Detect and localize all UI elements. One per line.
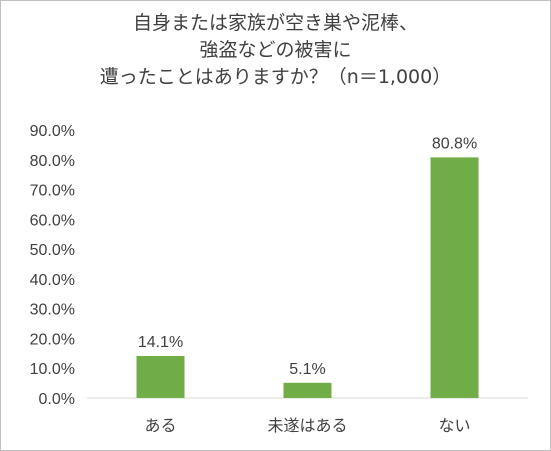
y-tick-label: 20.0% bbox=[30, 331, 75, 348]
chart-title-line-2: 強盗などの被害に bbox=[199, 39, 352, 61]
chart-title-line-3: 遭ったことはありますか？（n＝1,000） bbox=[99, 66, 452, 88]
y-tick-label: 50.0% bbox=[30, 242, 75, 259]
bar bbox=[430, 157, 479, 398]
y-tick-label: 90.0% bbox=[30, 123, 75, 140]
data-label: 14.1% bbox=[138, 334, 183, 351]
data-label: 5.1% bbox=[289, 361, 325, 378]
y-tick-label: 70.0% bbox=[30, 183, 75, 200]
y-tick-label: 10.0% bbox=[30, 361, 75, 378]
y-tick-label: 40.0% bbox=[30, 272, 75, 289]
chart-title-line-1: 自身または家族が空き巣や泥棒、 bbox=[132, 12, 418, 34]
category-label: 未遂はある bbox=[267, 416, 347, 435]
bar bbox=[283, 382, 332, 398]
y-tick-label: 80.0% bbox=[30, 153, 75, 170]
bar bbox=[136, 356, 185, 398]
y-tick-label: 0.0% bbox=[39, 391, 75, 408]
chart-title: 自身または家族が空き巣や泥棒、 強盗などの被害に 遭ったことはありますか？（n＝… bbox=[0, 10, 551, 91]
data-label: 80.8% bbox=[432, 135, 477, 152]
y-tick-label: 30.0% bbox=[30, 302, 75, 319]
category-label: ない bbox=[438, 416, 470, 435]
y-tick-label: 60.0% bbox=[30, 212, 75, 229]
category-label: ある bbox=[144, 416, 176, 435]
